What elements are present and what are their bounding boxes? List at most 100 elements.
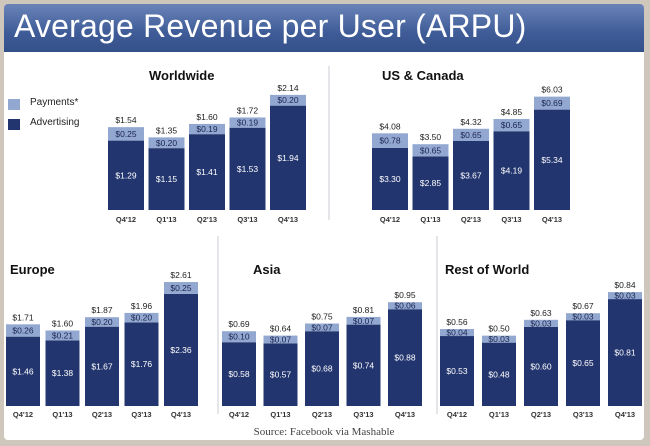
bar-advertising (189, 134, 225, 210)
x-tick-label: Q1'13 (420, 215, 440, 224)
label-payments: $0.78 (379, 136, 401, 146)
bar-payments (534, 96, 570, 110)
bar-payments (45, 330, 80, 341)
label-advertising: $1.94 (277, 153, 299, 163)
label-advertising: $1.67 (91, 361, 113, 371)
slide-title: Average Revenue per User (ARPU) (14, 8, 527, 44)
label-payments: $0.20 (91, 317, 113, 327)
x-tick-label: Q4'13 (278, 215, 298, 224)
chart-asia: Asia$0.58$0.10$0.69Q4'12$0.57$0.07$0.64Q… (222, 236, 438, 419)
bar-payments (346, 316, 381, 325)
label-payments: $0.10 (228, 332, 250, 342)
label-total: $1.54 (115, 115, 137, 125)
label-payments: $0.69 (541, 98, 563, 108)
chart-title: Rest of World (445, 262, 529, 277)
label-total: $2.61 (170, 270, 192, 280)
label-payments: $0.26 (12, 325, 34, 335)
label-total: $0.95 (394, 290, 416, 300)
x-tick-label: Q4'12 (13, 410, 33, 419)
label-total: $0.81 (353, 305, 375, 315)
label-payments: $0.20 (156, 138, 178, 148)
label-total: $0.63 (530, 308, 552, 318)
label-advertising: $5.34 (541, 155, 563, 165)
label-total: $0.69 (228, 319, 250, 329)
bar-advertising (482, 342, 516, 406)
x-tick-label: Q3'13 (353, 410, 373, 419)
label-advertising: $0.60 (530, 361, 552, 371)
label-payments: $0.04 (446, 328, 468, 338)
label-total: $4.08 (379, 121, 401, 131)
label-total: $0.64 (270, 324, 292, 334)
x-tick-label: Q1'13 (52, 410, 72, 419)
label-payments: $0.19 (237, 118, 259, 128)
x-tick-label: Q3'13 (131, 410, 151, 419)
x-tick-label: Q2'13 (312, 410, 332, 419)
label-total: $1.60 (196, 112, 218, 122)
bar-advertising (566, 320, 600, 406)
bar-payments (124, 312, 159, 323)
label-advertising: $1.46 (12, 366, 34, 376)
bar-payments (189, 123, 225, 135)
chart-worldwide: Worldwide $1.29 $0.25 $1.54 Q4'12 $1.15 $0.20 $… (108, 66, 330, 224)
bar-advertising (164, 293, 198, 406)
label-advertising: $0.57 (270, 370, 292, 380)
label-payments: $0.07 (311, 322, 333, 332)
x-tick-label: Q4'13 (395, 410, 415, 419)
bar-advertising (148, 148, 185, 210)
bar-payments (608, 292, 642, 300)
bar-payments (482, 335, 516, 343)
label-payments: $0.21 (52, 330, 74, 340)
label-advertising: $1.29 (115, 170, 137, 180)
label-advertising: $3.67 (460, 171, 482, 181)
x-tick-label: Q4'13 (542, 215, 562, 224)
x-tick-label: Q4'13 (615, 410, 635, 419)
bar-advertising (453, 141, 489, 210)
label-payments: $0.03 (614, 291, 636, 301)
label-payments: $0.03 (488, 334, 510, 344)
label-advertising: $0.74 (353, 360, 375, 370)
chart-rest-of-world: Rest of World $0.53 $0.04$0.56 Q4'12 $0.48 $0… (440, 262, 642, 419)
bar-payments (524, 319, 558, 327)
label-payments: $0.03 (530, 318, 552, 328)
label-advertising: $2.36 (170, 345, 192, 355)
legend-label-payments: Payments* (30, 97, 79, 108)
bar-advertising (524, 326, 558, 406)
bar-payments (6, 324, 40, 337)
bar-advertising (45, 340, 80, 406)
bar-payments (263, 335, 298, 344)
label-payments: $0.25 (170, 283, 192, 293)
label-advertising: $1.41 (196, 167, 218, 177)
label-payments: $0.65 (460, 130, 482, 140)
bar-advertising (270, 105, 306, 210)
x-tick-label: Q4'12 (229, 410, 249, 419)
label-payments: $0.06 (394, 301, 416, 311)
label-advertising: $2.85 (420, 178, 442, 188)
bar-payments (388, 302, 422, 310)
bar-payments (412, 144, 449, 157)
bar-payments (222, 331, 256, 343)
label-advertising: $0.53 (446, 366, 468, 376)
label-total: $0.56 (446, 317, 468, 327)
x-tick-label: Q3'13 (237, 215, 257, 224)
bar-advertising (608, 299, 642, 406)
label-advertising: $1.76 (131, 359, 153, 369)
label-payments: $0.07 (270, 334, 292, 344)
label-payments: $0.20 (277, 95, 299, 105)
x-tick-label: Q1'13 (156, 215, 176, 224)
charts-canvas: Worldwide $1.29 $0.25 $1.54 Q4'12 $1.15 $0.20 $… (6, 66, 642, 419)
chart-title: Worldwide (149, 68, 214, 83)
label-payments: $0.20 (131, 313, 153, 323)
bar-advertising (440, 336, 474, 406)
bar-advertising (372, 147, 408, 210)
x-tick-label: Q4'12 (116, 215, 136, 224)
x-tick-label: Q4'12 (447, 410, 467, 419)
bar-advertising (229, 127, 266, 210)
label-total: $0.67 (572, 301, 594, 311)
legend-label-advertising: Advertising (30, 117, 80, 128)
slide: Average Revenue per User (ARPU) Worldwid… (4, 4, 644, 440)
bar-advertising (124, 322, 159, 406)
label-payments: $0.07 (353, 316, 375, 326)
label-advertising: $0.68 (311, 364, 333, 374)
chart-title: Europe (10, 262, 55, 277)
